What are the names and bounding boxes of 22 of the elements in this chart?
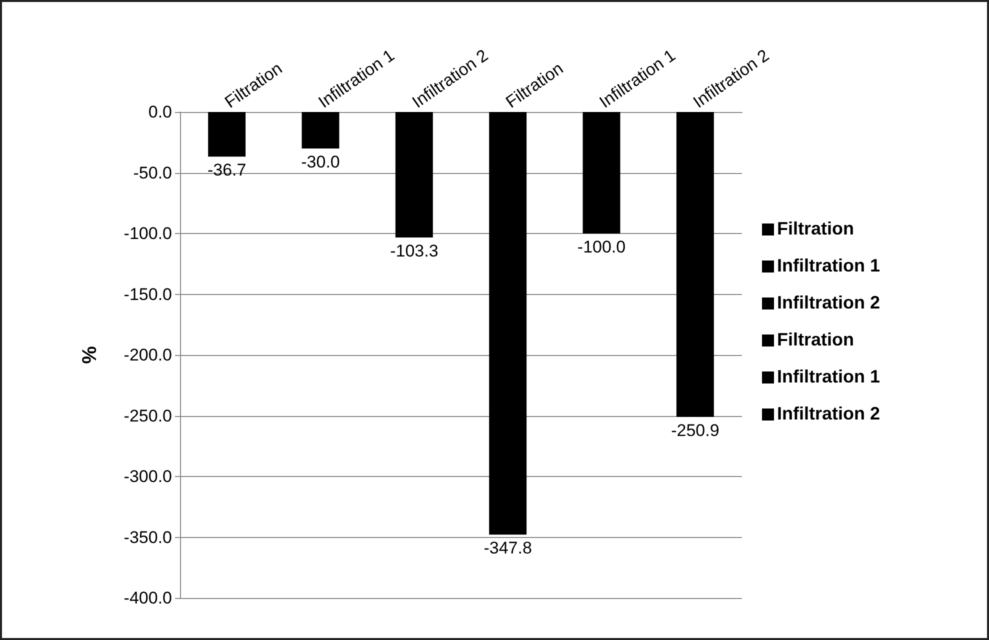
y-axis-title: % bbox=[79, 346, 101, 364]
y-tick-label: -300.0 bbox=[124, 467, 172, 486]
legend-label: Infiltration 1 bbox=[777, 366, 880, 386]
data-label: -347.8 bbox=[484, 538, 532, 558]
y-tick-label: 0.0 bbox=[148, 102, 172, 122]
y-tick-label: -400.0 bbox=[124, 588, 172, 608]
legend-label: Infiltration 1 bbox=[777, 256, 880, 276]
legend-label: Filtration bbox=[777, 330, 854, 350]
data-label: -36.7 bbox=[207, 160, 246, 180]
y-tick-label: -150.0 bbox=[124, 284, 172, 304]
data-label: -103.3 bbox=[390, 242, 438, 261]
y-tick-label: -250.0 bbox=[124, 406, 172, 426]
data-label: -250.9 bbox=[671, 420, 720, 440]
y-tick-label: -100.0 bbox=[124, 224, 172, 243]
data-label: -30.0 bbox=[301, 152, 340, 172]
y-tick-label: -200.0 bbox=[124, 346, 172, 364]
legend-label: Infiltration 2 bbox=[777, 292, 880, 312]
data-label: -100.0 bbox=[577, 238, 626, 256]
y-tick-label: -350.0 bbox=[124, 528, 172, 547]
legend-label: Filtration bbox=[777, 218, 854, 238]
legend-label: Infiltration 2 bbox=[777, 404, 880, 424]
y-tick-label: -50.0 bbox=[133, 163, 172, 182]
